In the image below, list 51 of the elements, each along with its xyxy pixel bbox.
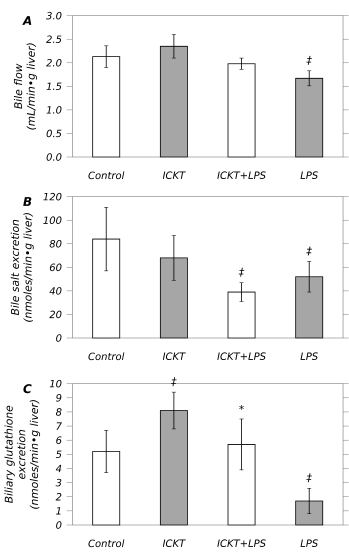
x-tick-label: Control bbox=[88, 539, 124, 548]
x-tick-label: Control bbox=[88, 171, 124, 180]
y-axis-title: Bile salt excretion (nmoles/min•g liver) bbox=[10, 213, 34, 322]
x-tick-label: ICKT bbox=[162, 171, 186, 179]
bar bbox=[92, 56, 120, 158]
y-tick-label: 3.0 bbox=[46, 12, 62, 20]
annotation: ‡ bbox=[306, 56, 312, 65]
y-tick-label: 0.5 bbox=[46, 130, 62, 138]
annotation: ‡ bbox=[306, 473, 312, 482]
y-tick-label: 6 bbox=[56, 436, 62, 444]
x-tick-label: LPS bbox=[300, 352, 318, 360]
x-tick-label: LPS bbox=[300, 171, 318, 179]
y-tick-label: 80 bbox=[50, 240, 62, 248]
annotation: ‡ bbox=[238, 268, 244, 277]
annotation: * bbox=[239, 405, 244, 410]
x-tick-label: Control bbox=[88, 352, 124, 360]
y-tick-label: 100 bbox=[43, 216, 62, 224]
y-tick-label: 9 bbox=[56, 394, 62, 402]
y-tick-label: 1.5 bbox=[46, 82, 62, 90]
y-axis-title: Bile flow (mL/min•g liver) bbox=[14, 43, 37, 130]
annotation: ‡ bbox=[171, 377, 177, 386]
y-tick-label: 10 bbox=[50, 380, 62, 388]
y-tick-label: 8 bbox=[56, 408, 62, 416]
x-tick-label: ICKT+LPS bbox=[217, 171, 266, 179]
annotation: ‡ bbox=[306, 246, 312, 256]
y-tick-label: 2.5 bbox=[46, 35, 62, 44]
x-tick-label: ICKT bbox=[162, 539, 186, 547]
y-tick-label: 60 bbox=[50, 264, 62, 272]
y-tick-label: 7 bbox=[56, 422, 62, 430]
y-tick-label: 2 bbox=[56, 493, 62, 500]
chart-title: C bbox=[23, 384, 32, 394]
x-tick-label: ICKT+LPS bbox=[217, 539, 266, 547]
chart-title: A bbox=[22, 16, 32, 25]
y-tick-label: 3 bbox=[56, 478, 62, 486]
y-tick-label: 5 bbox=[56, 450, 62, 458]
x-tick-label: LPS bbox=[300, 539, 318, 547]
y-tick-label: 20 bbox=[49, 310, 62, 318]
y-tick-label: 1 bbox=[56, 507, 61, 515]
y-tick-label: 2.0 bbox=[46, 58, 62, 67]
y-tick-label: 4 bbox=[56, 464, 62, 472]
y-tick-label: 120 bbox=[43, 192, 62, 200]
y-tick-label: 0.0 bbox=[46, 153, 62, 161]
x-tick-label: ICKT bbox=[162, 352, 186, 360]
y-tick-label: 1.0 bbox=[46, 106, 62, 114]
y-axis-title: Biliary glutathione excretion (nmoles/min•g liver) bbox=[4, 400, 40, 509]
y-tick-label: 0 bbox=[56, 521, 62, 529]
y-tick-label: 40 bbox=[50, 287, 62, 295]
bar bbox=[228, 63, 256, 158]
x-tick-label: ICKT+LPS bbox=[217, 352, 266, 360]
chart-title: B bbox=[23, 197, 32, 206]
y-tick-label: 0 bbox=[56, 334, 62, 342]
